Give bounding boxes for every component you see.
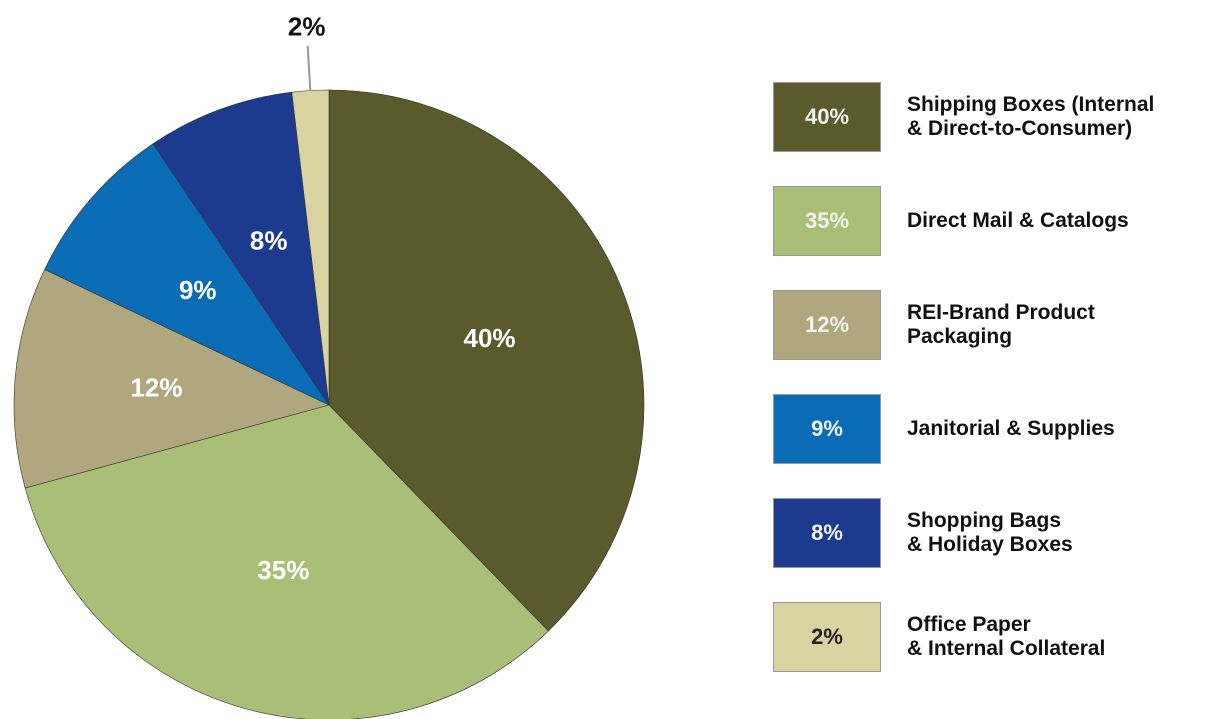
pie-slice [24, 404, 549, 719]
pie-slice [152, 91, 330, 406]
slice-label: 9% [179, 275, 217, 305]
legend-swatch: 8% [773, 498, 881, 568]
pie-slice [44, 143, 330, 406]
legend-label: REI-Brand Product Packaging [907, 301, 1095, 348]
slice-label: 2% [288, 12, 326, 42]
legend-label: Shipping Boxes (Internal & Direct-to-Con… [907, 93, 1155, 140]
pie-slice [13, 269, 330, 489]
slice-label: 8% [250, 225, 288, 255]
legend-swatch: 2% [773, 602, 881, 672]
legend-swatch: 40% [773, 82, 881, 152]
slice-label: 12% [130, 372, 182, 402]
pie-slice [291, 89, 330, 406]
slice-label: 40% [464, 323, 516, 353]
pie-slice [328, 89, 645, 632]
legend-label: Shopping Bags & Holiday Boxes [907, 509, 1073, 556]
legend-swatch: 35% [773, 186, 881, 256]
legend-label: Janitorial & Supplies [907, 417, 1115, 440]
legend-label: Direct Mail & Catalogs [907, 209, 1129, 232]
legend-swatch: 9% [773, 394, 881, 464]
legend-label: Office Paper & Internal Collateral [907, 613, 1106, 660]
leader-line [306, 45, 312, 91]
pie-area: 40% 35% 12% 9% 8% 2% [13, 12, 645, 719]
slice-label: 35% [257, 555, 309, 585]
legend-swatch: 12% [773, 290, 881, 360]
